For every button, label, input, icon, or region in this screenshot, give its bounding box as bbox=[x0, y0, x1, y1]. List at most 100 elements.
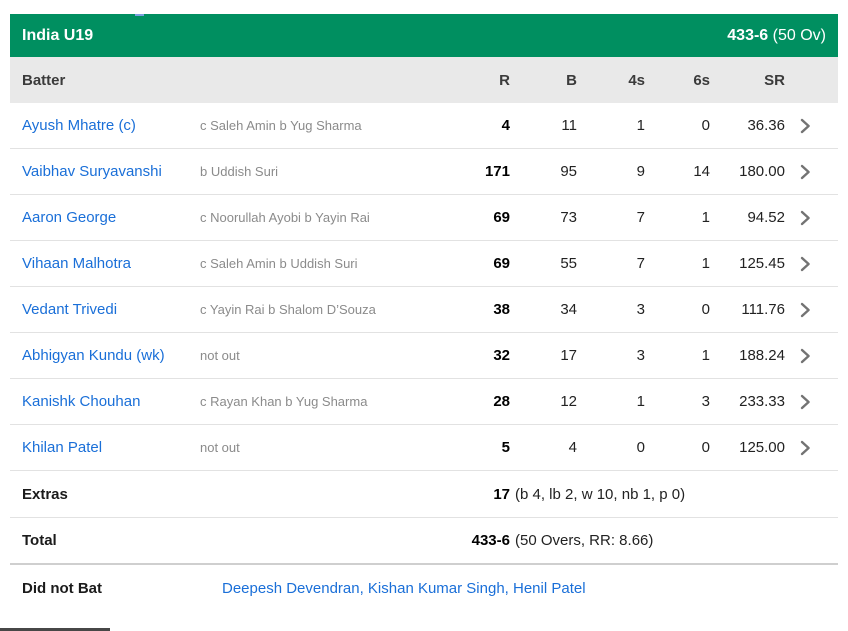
total-label: Total bbox=[22, 532, 57, 549]
strike-rate-value: 125.00 bbox=[739, 439, 785, 456]
table-row[interactable]: Aaron George c Noorullah Ayobi b Yayin R… bbox=[10, 195, 838, 241]
sixes-value: 0 bbox=[701, 439, 710, 456]
chevron-right-icon[interactable] bbox=[785, 393, 826, 410]
dismissal-text: not out bbox=[200, 348, 240, 363]
team-score: 433-6 (50 Ov) bbox=[727, 27, 826, 45]
batter-name-link[interactable]: Khilan Patel bbox=[22, 439, 103, 456]
dismissal-text: c Yayin Rai b Shalom D’Souza bbox=[200, 302, 376, 317]
total-detail: (50 Overs, RR: 8.66) bbox=[515, 532, 654, 549]
table-row[interactable]: Abhigyan Kundu (wk) not out 32 17 3 1 18… bbox=[10, 333, 838, 379]
chevron-right-icon[interactable] bbox=[785, 301, 826, 318]
dismissal-text: c Noorullah Ayobi b Yayin Rai bbox=[200, 210, 370, 225]
column-header-batter: Batter bbox=[22, 71, 66, 89]
batter-name-link[interactable]: Aaron George bbox=[22, 209, 117, 226]
fours-value: 7 bbox=[636, 255, 645, 272]
balls-value: 4 bbox=[568, 439, 577, 456]
balls-value: 73 bbox=[560, 209, 577, 226]
batter-name-link[interactable]: Ayush Mhatre (c) bbox=[22, 117, 136, 134]
extras-total: 17 bbox=[493, 485, 510, 503]
fours-value: 3 bbox=[636, 301, 645, 318]
runs-value: 32 bbox=[493, 347, 510, 364]
sixes-value: 0 bbox=[701, 117, 710, 134]
batter-rows: Ayush Mhatre (c) c Saleh Amin b Yug Shar… bbox=[10, 103, 838, 471]
column-header-balls: B bbox=[566, 71, 577, 89]
batter-name-link[interactable]: Vaibhav Suryavanshi bbox=[22, 163, 162, 180]
table-row[interactable]: Vedant Trivedi c Yayin Rai b Shalom D’So… bbox=[10, 287, 838, 333]
sixes-value: 3 bbox=[701, 393, 710, 410]
sixes-value: 1 bbox=[701, 209, 710, 226]
strike-rate-value: 233.33 bbox=[739, 393, 785, 410]
team-name: India U19 bbox=[22, 26, 94, 44]
fours-value: 1 bbox=[636, 117, 645, 134]
table-row[interactable]: Khilan Patel not out 5 4 0 0 125.00 bbox=[10, 425, 838, 471]
runs-value: 69 bbox=[493, 255, 510, 272]
batter-name-link[interactable]: Abhigyan Kundu (wk) bbox=[22, 347, 165, 364]
chevron-right-icon[interactable] bbox=[785, 439, 826, 456]
did-not-bat-label: Did not Bat bbox=[22, 580, 102, 597]
chevron-right-icon[interactable] bbox=[785, 163, 826, 180]
column-header-row: Batter R B 4s 6s SR bbox=[10, 57, 838, 103]
batter-name-link[interactable]: Kanishk Chouhan bbox=[22, 393, 141, 410]
dismissal-text: b Uddish Suri bbox=[200, 164, 279, 179]
chevron-right-icon[interactable] bbox=[785, 209, 826, 226]
fours-value: 1 bbox=[636, 393, 645, 410]
balls-value: 34 bbox=[560, 301, 577, 318]
strike-rate-value: 111.76 bbox=[741, 301, 785, 318]
table-row[interactable]: Ayush Mhatre (c) c Saleh Amin b Yug Shar… bbox=[10, 103, 838, 149]
fours-value: 7 bbox=[636, 209, 645, 226]
runs-value: 69 bbox=[493, 209, 510, 226]
balls-value: 55 bbox=[560, 255, 577, 272]
sixes-value: 1 bbox=[701, 255, 710, 272]
batter-name-link[interactable]: Vihaan Malhotra bbox=[22, 255, 131, 272]
innings-scorecard: India U19 433-6 (50 Ov) Batter R B 4s 6s… bbox=[10, 14, 838, 612]
column-header-runs: R bbox=[499, 71, 510, 89]
score-value: 433-6 bbox=[727, 26, 769, 44]
did-not-bat-players-links[interactable]: Deepesh Devendran, Kishan Kumar Singh, H… bbox=[222, 580, 586, 597]
column-header-strike-rate: SR bbox=[764, 71, 785, 89]
chevron-right-icon[interactable] bbox=[785, 117, 826, 134]
team-header-bar: India U19 433-6 (50 Ov) bbox=[10, 14, 838, 57]
sixes-value: 14 bbox=[693, 163, 710, 180]
dismissal-text: c Rayan Khan b Yug Sharma bbox=[200, 394, 368, 409]
runs-value: 5 bbox=[501, 439, 510, 456]
balls-value: 95 bbox=[560, 163, 577, 180]
strike-rate-value: 180.00 bbox=[739, 163, 785, 180]
dismissal-text: not out bbox=[200, 440, 240, 455]
total-row: Total 433-6 (50 Overs, RR: 8.66) bbox=[10, 518, 838, 565]
runs-value: 171 bbox=[484, 163, 510, 180]
fours-value: 0 bbox=[636, 439, 645, 456]
overs-value: (50 Ov) bbox=[772, 26, 826, 44]
column-header-sixes: 6s bbox=[693, 71, 710, 89]
chevron-right-icon[interactable] bbox=[785, 255, 826, 272]
balls-value: 17 bbox=[560, 347, 577, 364]
total-score: 433-6 bbox=[471, 532, 510, 549]
extras-value: 17 (b 4, lb 2, w 10, nb 1, p 0) bbox=[210, 486, 685, 503]
batter-name-link[interactable]: Vedant Trivedi bbox=[22, 301, 118, 318]
dismissal-text: c Saleh Amin b Yug Sharma bbox=[200, 118, 362, 133]
total-value: 433-6 (50 Overs, RR: 8.66) bbox=[210, 532, 654, 549]
table-row[interactable]: Vaibhav Suryavanshi b Uddish Suri 171 95… bbox=[10, 149, 838, 195]
sixes-value: 0 bbox=[701, 301, 710, 318]
clipped-top-element-fragment bbox=[135, 14, 144, 16]
strike-rate-value: 188.24 bbox=[739, 347, 785, 364]
table-row[interactable]: Vihaan Malhotra c Saleh Amin b Uddish Su… bbox=[10, 241, 838, 287]
runs-value: 38 bbox=[493, 301, 510, 318]
table-row[interactable]: Kanishk Chouhan c Rayan Khan b Yug Sharm… bbox=[10, 379, 838, 425]
strike-rate-value: 36.36 bbox=[747, 117, 785, 134]
column-header-fours: 4s bbox=[628, 71, 645, 89]
balls-value: 12 bbox=[560, 393, 577, 410]
chevron-right-icon[interactable] bbox=[785, 347, 826, 364]
strike-rate-value: 94.52 bbox=[747, 209, 785, 226]
fours-value: 9 bbox=[636, 163, 645, 180]
extras-row: Extras 17 (b 4, lb 2, w 10, nb 1, p 0) bbox=[10, 471, 838, 518]
extras-label: Extras bbox=[22, 485, 68, 503]
runs-value: 4 bbox=[501, 117, 510, 134]
runs-value: 28 bbox=[493, 393, 510, 410]
dismissal-text: c Saleh Amin b Uddish Suri bbox=[200, 256, 358, 271]
sixes-value: 1 bbox=[701, 347, 710, 364]
strike-rate-value: 125.45 bbox=[739, 255, 785, 272]
balls-value: 11 bbox=[561, 117, 577, 134]
fours-value: 3 bbox=[636, 347, 645, 364]
extras-breakdown: (b 4, lb 2, w 10, nb 1, p 0) bbox=[515, 485, 686, 503]
did-not-bat-row: Did not Bat Deepesh Devendran, Kishan Ku… bbox=[10, 565, 838, 612]
